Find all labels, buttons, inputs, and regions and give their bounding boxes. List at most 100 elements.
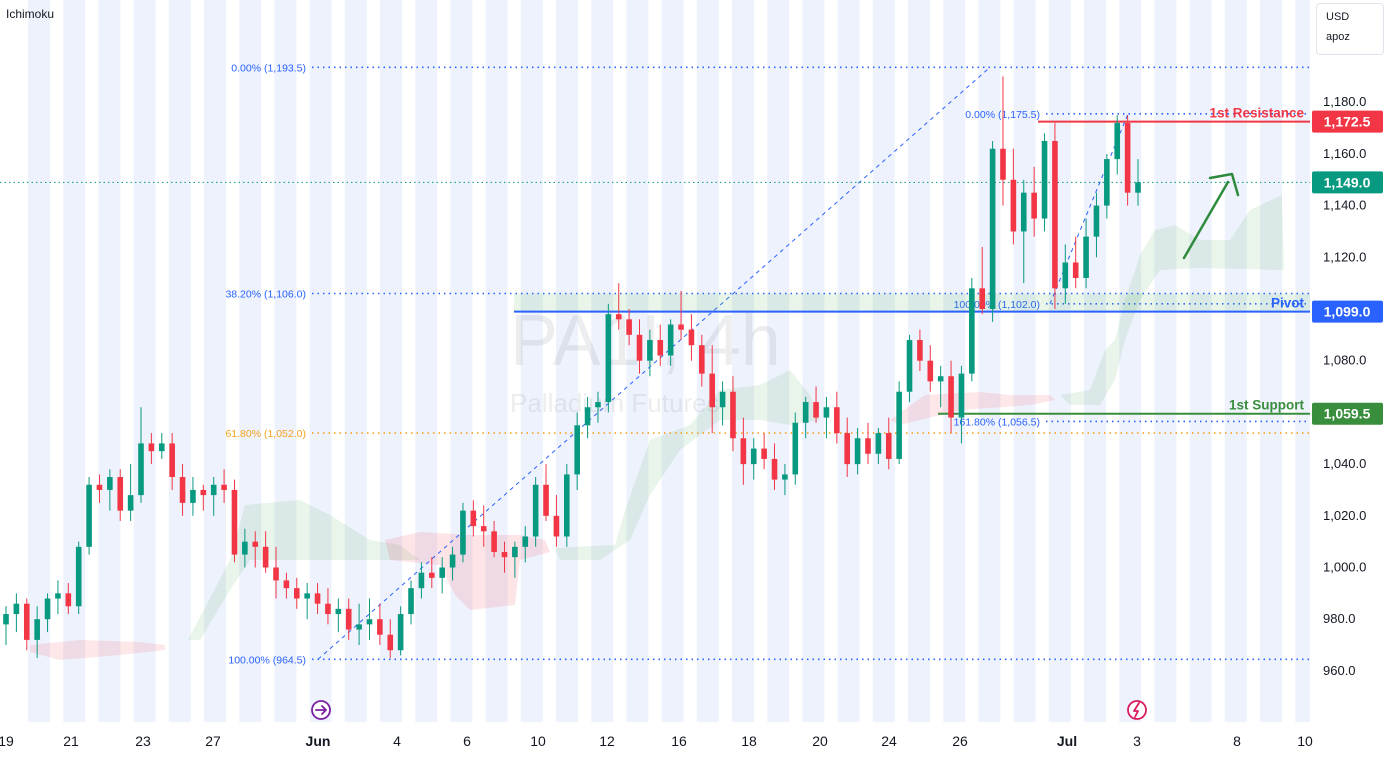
session-band [168,0,191,722]
candle [1072,236,1079,289]
candle [366,598,373,640]
session-band [732,0,754,722]
y-tick-label: 980.0 [1323,611,1356,626]
candle [252,531,259,568]
candle [75,541,82,615]
price-axis[interactable]: 960.0980.01,000.01,020.01,040.01,060.01,… [1310,0,1386,761]
session-band [1260,0,1282,722]
session-band [1048,0,1071,722]
session-band [802,0,825,722]
candle [667,319,674,366]
time-axis[interactable]: 19 21 23 27 Jun 4 6 10 12 16 18 20 24 26 Jul 3 8 10 [0,722,1313,761]
y-tick-label: 1,140.0 [1323,198,1366,213]
y-tick-label: 1,000.0 [1323,560,1366,575]
session-band [1189,0,1212,722]
candle [1093,192,1100,258]
x-tick-label: 10 [530,733,546,749]
candle [397,606,404,656]
candle [948,360,954,434]
candle [688,314,695,361]
candle [86,477,92,555]
candle [221,469,227,503]
session-band [133,0,156,722]
svg-text:1,149.0: 1,149.0 [1324,174,1371,190]
x-tick-label: 20 [812,733,828,749]
candle [23,598,30,651]
price-label-badge: 1,149.0 [1312,171,1383,194]
session-band [344,0,367,722]
candle [896,381,902,465]
candle [65,583,72,615]
candle [1124,115,1131,206]
candle [1000,76,1006,206]
candle [304,583,310,620]
candle [408,580,414,625]
y-tick-label: 1,080.0 [1323,353,1366,368]
price-label-badge: 1,172.5 [1312,110,1383,133]
candle [293,577,300,609]
candle [834,391,840,444]
event-markers[interactable] [311,700,1147,720]
candle [127,464,134,521]
candle [1020,179,1027,284]
candle [480,505,487,547]
candle [657,324,664,366]
candle [107,469,113,511]
candle [875,427,882,465]
candle [636,319,643,374]
candle [44,593,51,633]
candle [1114,115,1121,175]
arrow-shaft [1182,180,1230,260]
session-band [274,0,297,722]
candle [210,477,217,516]
x-tick-label: Jun [306,733,331,749]
candle [605,303,612,413]
candle [439,557,445,594]
candle [356,603,362,646]
candle [262,531,269,573]
x-tick-label: 19 [0,733,14,749]
price-label-badge: 1,059.5 [1312,402,1383,425]
indicator-label[interactable]: Ichimoku [6,7,55,21]
unit-label: apoz [1326,31,1350,43]
candles [3,76,1141,658]
candle [906,334,913,403]
session-band [837,0,860,722]
candle [989,140,996,322]
candle [574,412,580,490]
trend-arrow[interactable] [1182,172,1240,260]
watermark-name: Palladium Futures [510,388,720,418]
x-tick-label: Jul [1057,733,1077,749]
session-band [28,0,50,722]
candle [1052,122,1058,309]
session-band [556,0,578,722]
x-tick-label: 21 [63,733,79,749]
candle [96,474,103,503]
candle [969,277,975,382]
candle [314,583,321,615]
candle [823,396,830,439]
x-tick-label: 3 [1133,733,1141,749]
session-band [1154,0,1177,722]
candle [169,433,175,490]
candle [387,619,394,658]
candle [615,283,622,330]
candle [1010,148,1017,245]
watermark-symbol: PA1!, 4h [510,301,781,381]
candle [813,386,819,423]
candle [885,417,892,470]
candle [543,464,549,521]
cloud-area [30,640,165,660]
x-tick-label: 6 [463,733,471,749]
fib-level-label: 38.20% (1,106.0) [225,288,306,300]
currency-unit-box[interactable]: USD apoz [1316,3,1384,55]
candle [1041,133,1048,232]
support-resistance-levels[interactable]: 1st Resistance Pivot 1st Support [0,106,1310,415]
candle [491,520,497,558]
level-label: 1st Resistance [1209,106,1304,121]
session-band [1224,0,1247,722]
candle [200,484,207,511]
session-band [450,0,473,722]
x-tick-label: 4 [393,733,401,749]
